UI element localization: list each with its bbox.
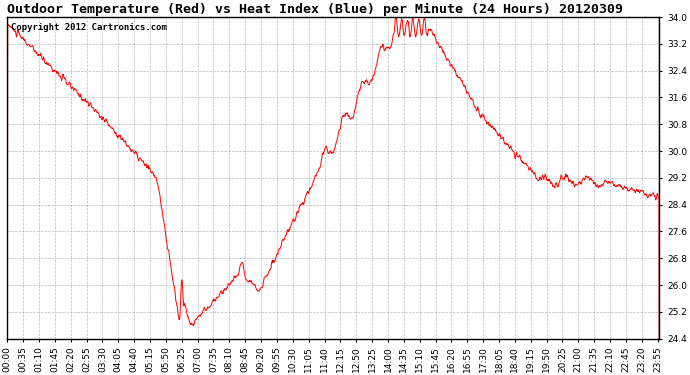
Text: Copyright 2012 Cartronics.com: Copyright 2012 Cartronics.com bbox=[10, 24, 166, 33]
Text: Outdoor Temperature (Red) vs Heat Index (Blue) per Minute (24 Hours) 20120309: Outdoor Temperature (Red) vs Heat Index … bbox=[8, 3, 623, 16]
